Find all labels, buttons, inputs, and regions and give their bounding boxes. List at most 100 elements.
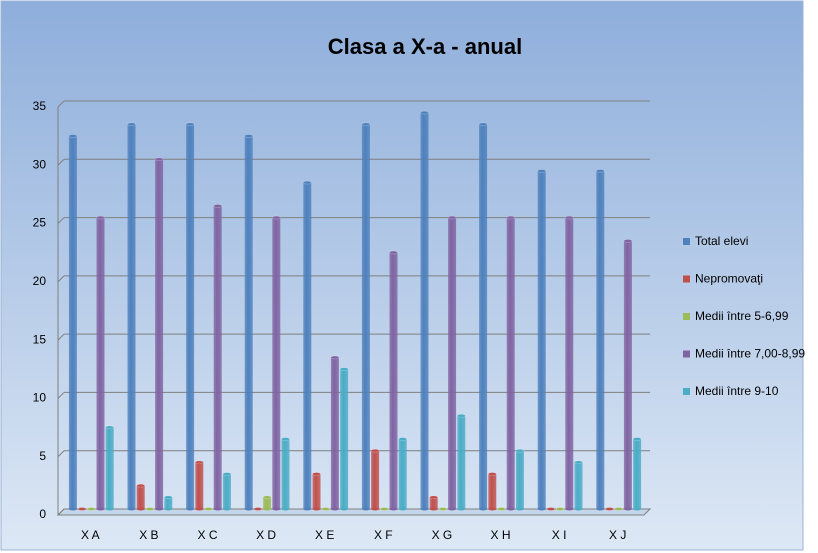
bar-cap (136, 483, 145, 488)
bar-cap (370, 448, 380, 453)
bar-cap (497, 507, 506, 511)
bar-base (429, 507, 438, 511)
bar-cap (447, 215, 457, 220)
bar-base (127, 507, 136, 511)
bar (330, 357, 339, 509)
bar (633, 439, 642, 509)
bar-cap (457, 413, 466, 418)
x-tick-label: X A (81, 528, 100, 542)
bar-cap (195, 460, 204, 465)
bar (457, 415, 466, 509)
x-tick-label: X J (609, 528, 626, 542)
bar-base (136, 507, 145, 511)
bar-cap (213, 204, 222, 208)
bar-cap (429, 495, 438, 500)
legend-swatch (683, 275, 690, 283)
bar-cap (244, 134, 253, 138)
bar-cap (105, 425, 114, 430)
bar-base (596, 507, 605, 511)
chart-title: Clasa a X-a - anual (328, 34, 522, 59)
bar (371, 450, 380, 509)
bar-cap (262, 495, 272, 500)
bar-cap (478, 122, 488, 127)
grid-line (57, 275, 65, 283)
x-tick-label: X B (139, 528, 158, 542)
y-tick-label: 0 (39, 507, 46, 521)
bar-base (420, 507, 429, 511)
y-tick-label: 25 (33, 216, 47, 230)
bar-base (361, 507, 370, 511)
x-tick-label: X I (552, 528, 567, 542)
bar (272, 217, 281, 510)
bar-cap (77, 507, 87, 511)
bar-cap (438, 507, 448, 511)
bar (186, 124, 195, 510)
bar (623, 240, 632, 509)
y-tick-label: 10 (33, 391, 47, 405)
bar (515, 450, 524, 509)
bar-cap (303, 180, 312, 185)
bar-cap (632, 437, 642, 441)
legend-swatch (683, 238, 690, 245)
bar-base (105, 507, 114, 511)
bar (213, 205, 222, 509)
bar-cap (204, 507, 213, 511)
bar-base (506, 507, 515, 511)
bar-base (537, 507, 546, 511)
bar-cap (574, 460, 583, 465)
bar-cap (596, 169, 605, 173)
bar (537, 170, 546, 509)
bar (506, 217, 515, 510)
bar-cap (164, 495, 173, 500)
bar (312, 474, 321, 509)
bar-cap (420, 110, 429, 115)
bar-cap (222, 472, 232, 476)
bar (127, 124, 136, 510)
bar (389, 252, 398, 510)
bar-cap (506, 215, 515, 220)
bar-cap (555, 507, 565, 511)
bar (488, 474, 497, 509)
bar-cap (537, 169, 546, 173)
grid-line (57, 508, 65, 516)
bar-cap (154, 157, 164, 162)
grid-line (57, 100, 65, 108)
y-tick-label: 35 (33, 99, 47, 113)
grid-line (57, 450, 65, 458)
bar-cap (185, 122, 195, 127)
bar (195, 462, 204, 509)
bar-base (213, 507, 222, 511)
bar-cap (339, 367, 349, 371)
x-tick-label: X H (490, 528, 510, 542)
bar (105, 427, 114, 509)
bar-base (633, 507, 642, 511)
bar (244, 135, 253, 509)
grid-line (57, 217, 65, 224)
legend-swatch (683, 350, 690, 358)
bar (164, 497, 173, 509)
legend-swatch (683, 313, 690, 320)
bar-base (303, 507, 312, 511)
bar-cap (281, 437, 290, 441)
bar-base (281, 507, 290, 511)
bar-base (623, 507, 632, 511)
y-tick-label: 15 (33, 332, 47, 346)
bar-base (457, 507, 466, 511)
bar-base (330, 507, 339, 511)
legend-label: Nepromovaţi (695, 272, 763, 286)
bar-cap (68, 134, 78, 138)
bar-cap (321, 507, 330, 511)
bar-base (186, 507, 195, 511)
bar (281, 439, 290, 509)
bar-base (155, 507, 164, 511)
bar-base (195, 507, 204, 511)
bar-base (515, 507, 524, 511)
bar-cap (312, 472, 321, 476)
y-tick-label: 20 (33, 274, 47, 288)
bar (136, 485, 145, 509)
bar-cap (398, 437, 407, 441)
y-tick-label: 5 (39, 449, 46, 463)
grid-line (57, 333, 65, 341)
bar-cap (96, 215, 105, 220)
